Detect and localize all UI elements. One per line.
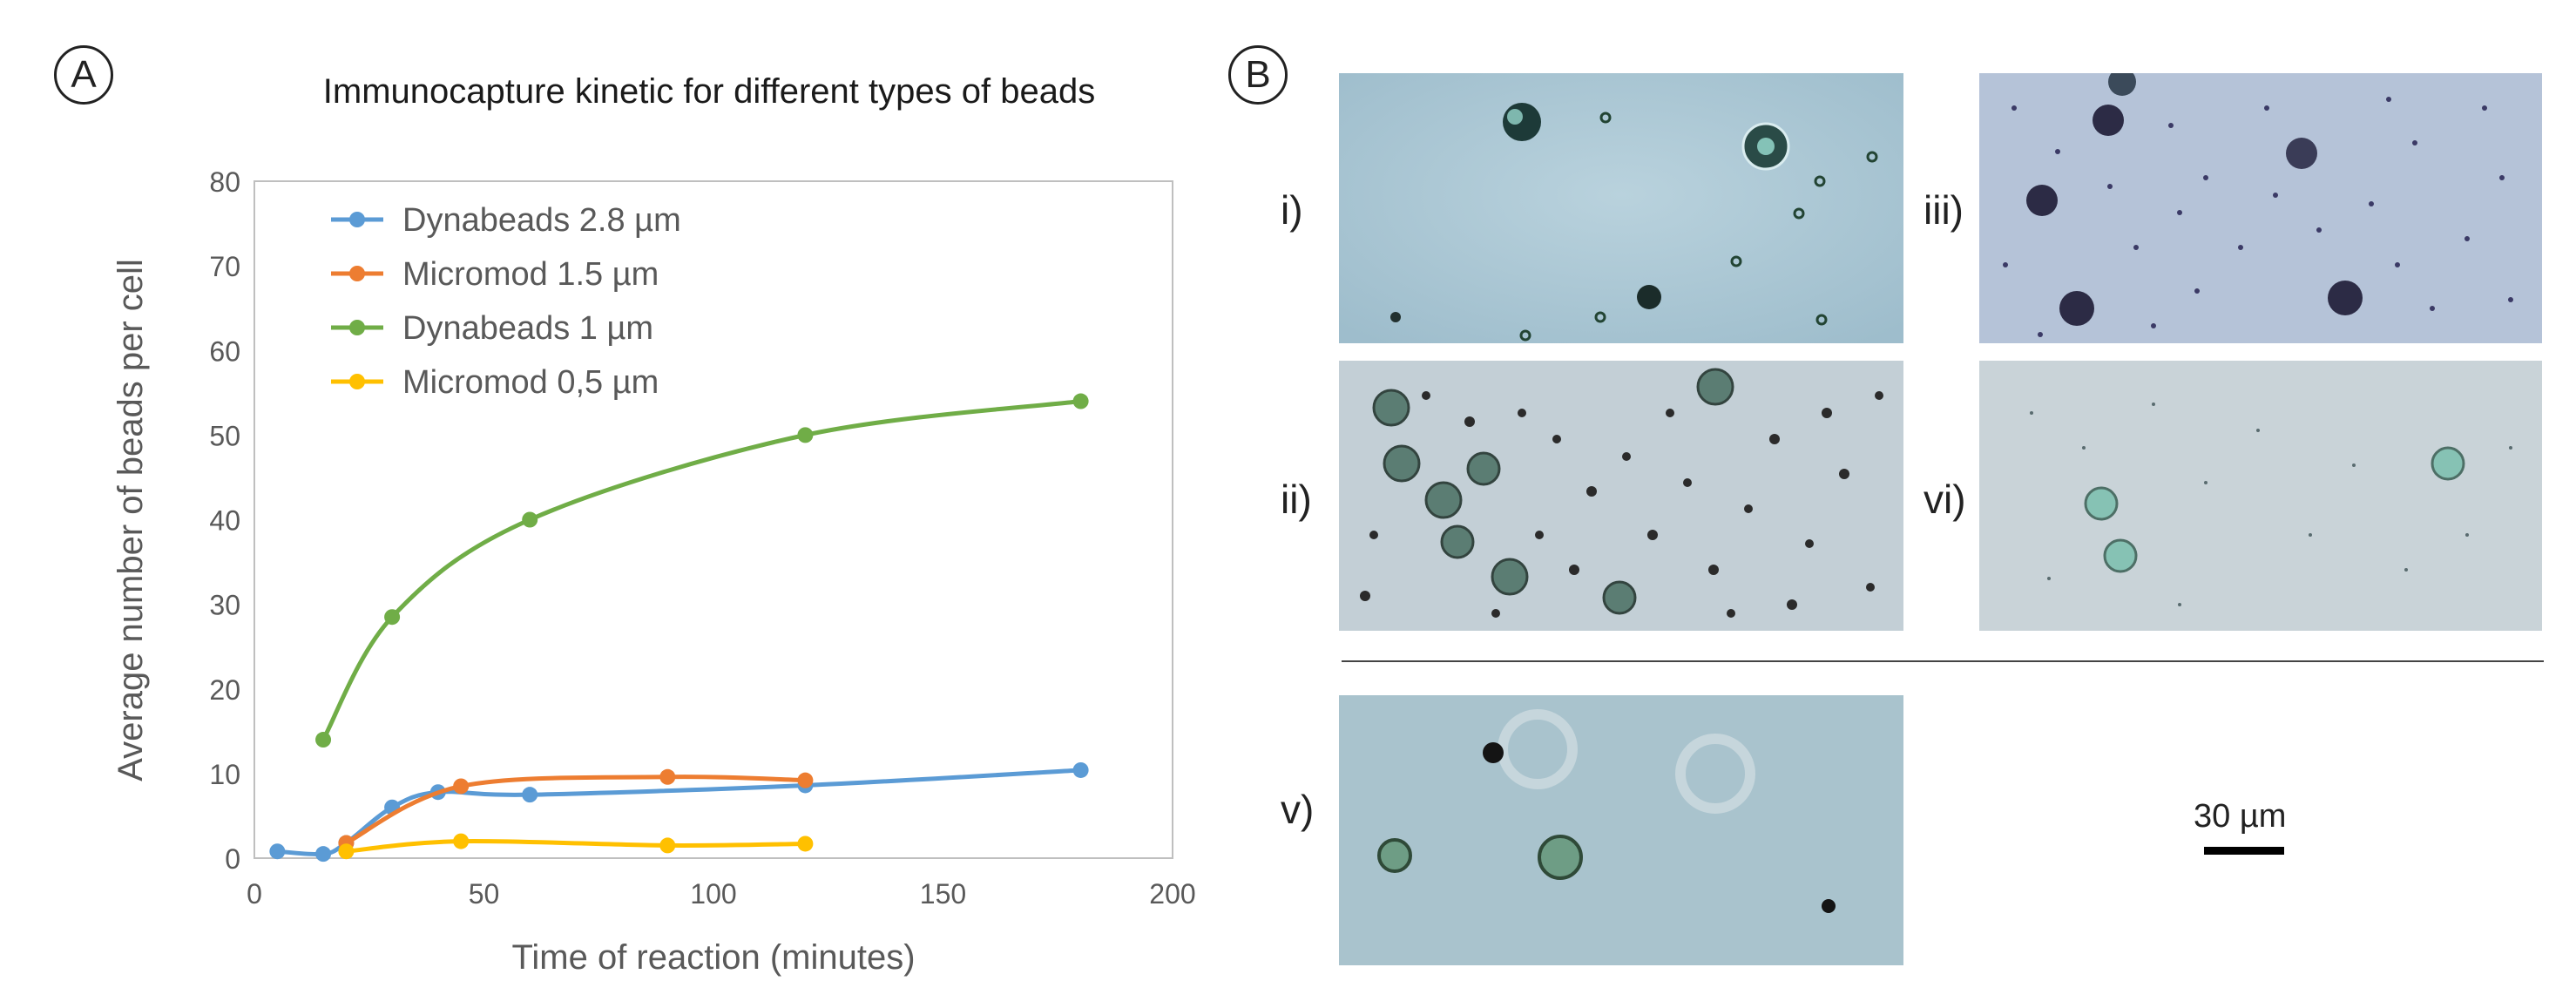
- legend: Dynabeads 2.8 µm Micromod 1.5 µm Dynabeads…: [331, 202, 681, 401]
- data-point: [269, 843, 286, 860]
- data-point: [797, 835, 814, 852]
- x-tick-label: 50: [469, 878, 500, 910]
- y-tick-label: 80: [209, 166, 240, 198]
- scale-bar: [2204, 847, 2284, 855]
- y-axis-ticks: 0 10 20 30 40 50 60 70 80: [209, 166, 240, 875]
- series-line: [321, 399, 1081, 741]
- y-tick-label: 20: [209, 674, 240, 706]
- y-tick-label: 0: [225, 843, 240, 875]
- data-point: [1072, 761, 1089, 778]
- legend-swatch-marker: [349, 212, 365, 227]
- label-vi: vi): [1924, 477, 1966, 522]
- y-tick-label: 10: [209, 759, 240, 790]
- series-1: [338, 768, 814, 851]
- label-i: i): [1281, 187, 1303, 233]
- cells: [2084, 446, 2465, 573]
- data-point: [797, 427, 814, 443]
- bead-dots: [2030, 403, 2512, 606]
- series-lines: [269, 393, 1089, 863]
- series-3: [338, 833, 814, 860]
- micrograph-ii: [1339, 361, 1903, 631]
- micrograph-ii-image: [1339, 361, 1903, 631]
- y-tick-label: 30: [209, 590, 240, 621]
- micrograph-i-image: [1339, 73, 1903, 343]
- series-line: [277, 768, 1081, 857]
- x-tick-label: 100: [690, 878, 736, 910]
- plot-area: [254, 180, 1173, 859]
- legend-swatch-marker: [349, 374, 365, 389]
- micrograph-vi-image: [1979, 361, 2542, 631]
- x-tick-label: 150: [920, 878, 966, 910]
- x-axis-label: Time of reaction (minutes): [511, 938, 915, 977]
- chart-title: Immunocapture kinetic for different type…: [323, 72, 1095, 111]
- data-point: [315, 846, 332, 863]
- legend-label: Micromod 1.5 µm: [402, 256, 659, 293]
- y-tick-label: 60: [209, 335, 240, 367]
- micrograph-v-image: [1339, 695, 1903, 965]
- data-point: [338, 843, 355, 860]
- y-tick-label: 40: [209, 505, 240, 537]
- y-tick-label: 50: [209, 420, 240, 451]
- micrograph-iii: [1979, 73, 2542, 343]
- data-point: [1072, 393, 1089, 409]
- series-line: [345, 775, 806, 845]
- data-point: [659, 768, 676, 785]
- line-chart: Immunocapture kinetic for different type…: [112, 72, 1196, 977]
- panel-a-letter: A: [71, 53, 97, 96]
- bead-clusters: [1360, 391, 1883, 618]
- label-v: v): [1281, 787, 1315, 832]
- data-point: [522, 787, 538, 803]
- data-point: [797, 772, 814, 788]
- data-point: [315, 732, 332, 748]
- legend-swatch-marker: [349, 266, 365, 281]
- data-point: [659, 837, 676, 854]
- bead-dots: [2003, 97, 2513, 337]
- micrograph-i: [1339, 73, 1903, 343]
- x-tick-label: 200: [1149, 878, 1195, 910]
- x-axis-ticks: 0 50 100 150 200: [247, 878, 1196, 910]
- legend-swatch-marker: [349, 320, 365, 335]
- label-ii: ii): [1281, 477, 1312, 522]
- bead-clusters: [1483, 742, 1836, 913]
- x-tick-label: 0: [247, 878, 262, 910]
- panel-b-letter: B: [1245, 53, 1271, 96]
- y-axis-label: Average number of beads per cell: [112, 259, 150, 781]
- legend-label: Dynabeads 2.8 µm: [402, 202, 681, 239]
- micrograph-iii-image: [1979, 73, 2542, 343]
- panel-b-label: B: [1228, 45, 1288, 105]
- label-iii: iii): [1924, 187, 1964, 233]
- cells: [1377, 835, 1583, 880]
- series-2: [315, 393, 1089, 748]
- data-point: [522, 511, 538, 528]
- micrograph-v: [1339, 695, 1903, 965]
- micrograph-vi: [1979, 361, 2542, 631]
- legend-label: Micromod 0,5 µm: [402, 364, 659, 401]
- cells: [1372, 368, 1734, 615]
- y-tick-label: 70: [209, 251, 240, 282]
- data-point: [453, 833, 470, 849]
- panel-a-label: A: [54, 45, 113, 105]
- scale-bar-label: 30 µm: [2194, 798, 2287, 835]
- series-line: [346, 838, 806, 854]
- data-point: [384, 609, 401, 626]
- data-point: [453, 778, 470, 795]
- panel-divider: [1342, 660, 2544, 662]
- legend-label: Dynabeads 1 µm: [402, 310, 653, 347]
